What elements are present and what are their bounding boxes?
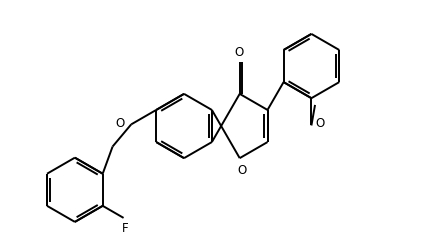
Text: O: O <box>234 46 244 58</box>
Text: F: F <box>122 222 128 235</box>
Text: O: O <box>237 164 247 177</box>
Text: O: O <box>315 117 324 130</box>
Text: O: O <box>115 117 125 130</box>
